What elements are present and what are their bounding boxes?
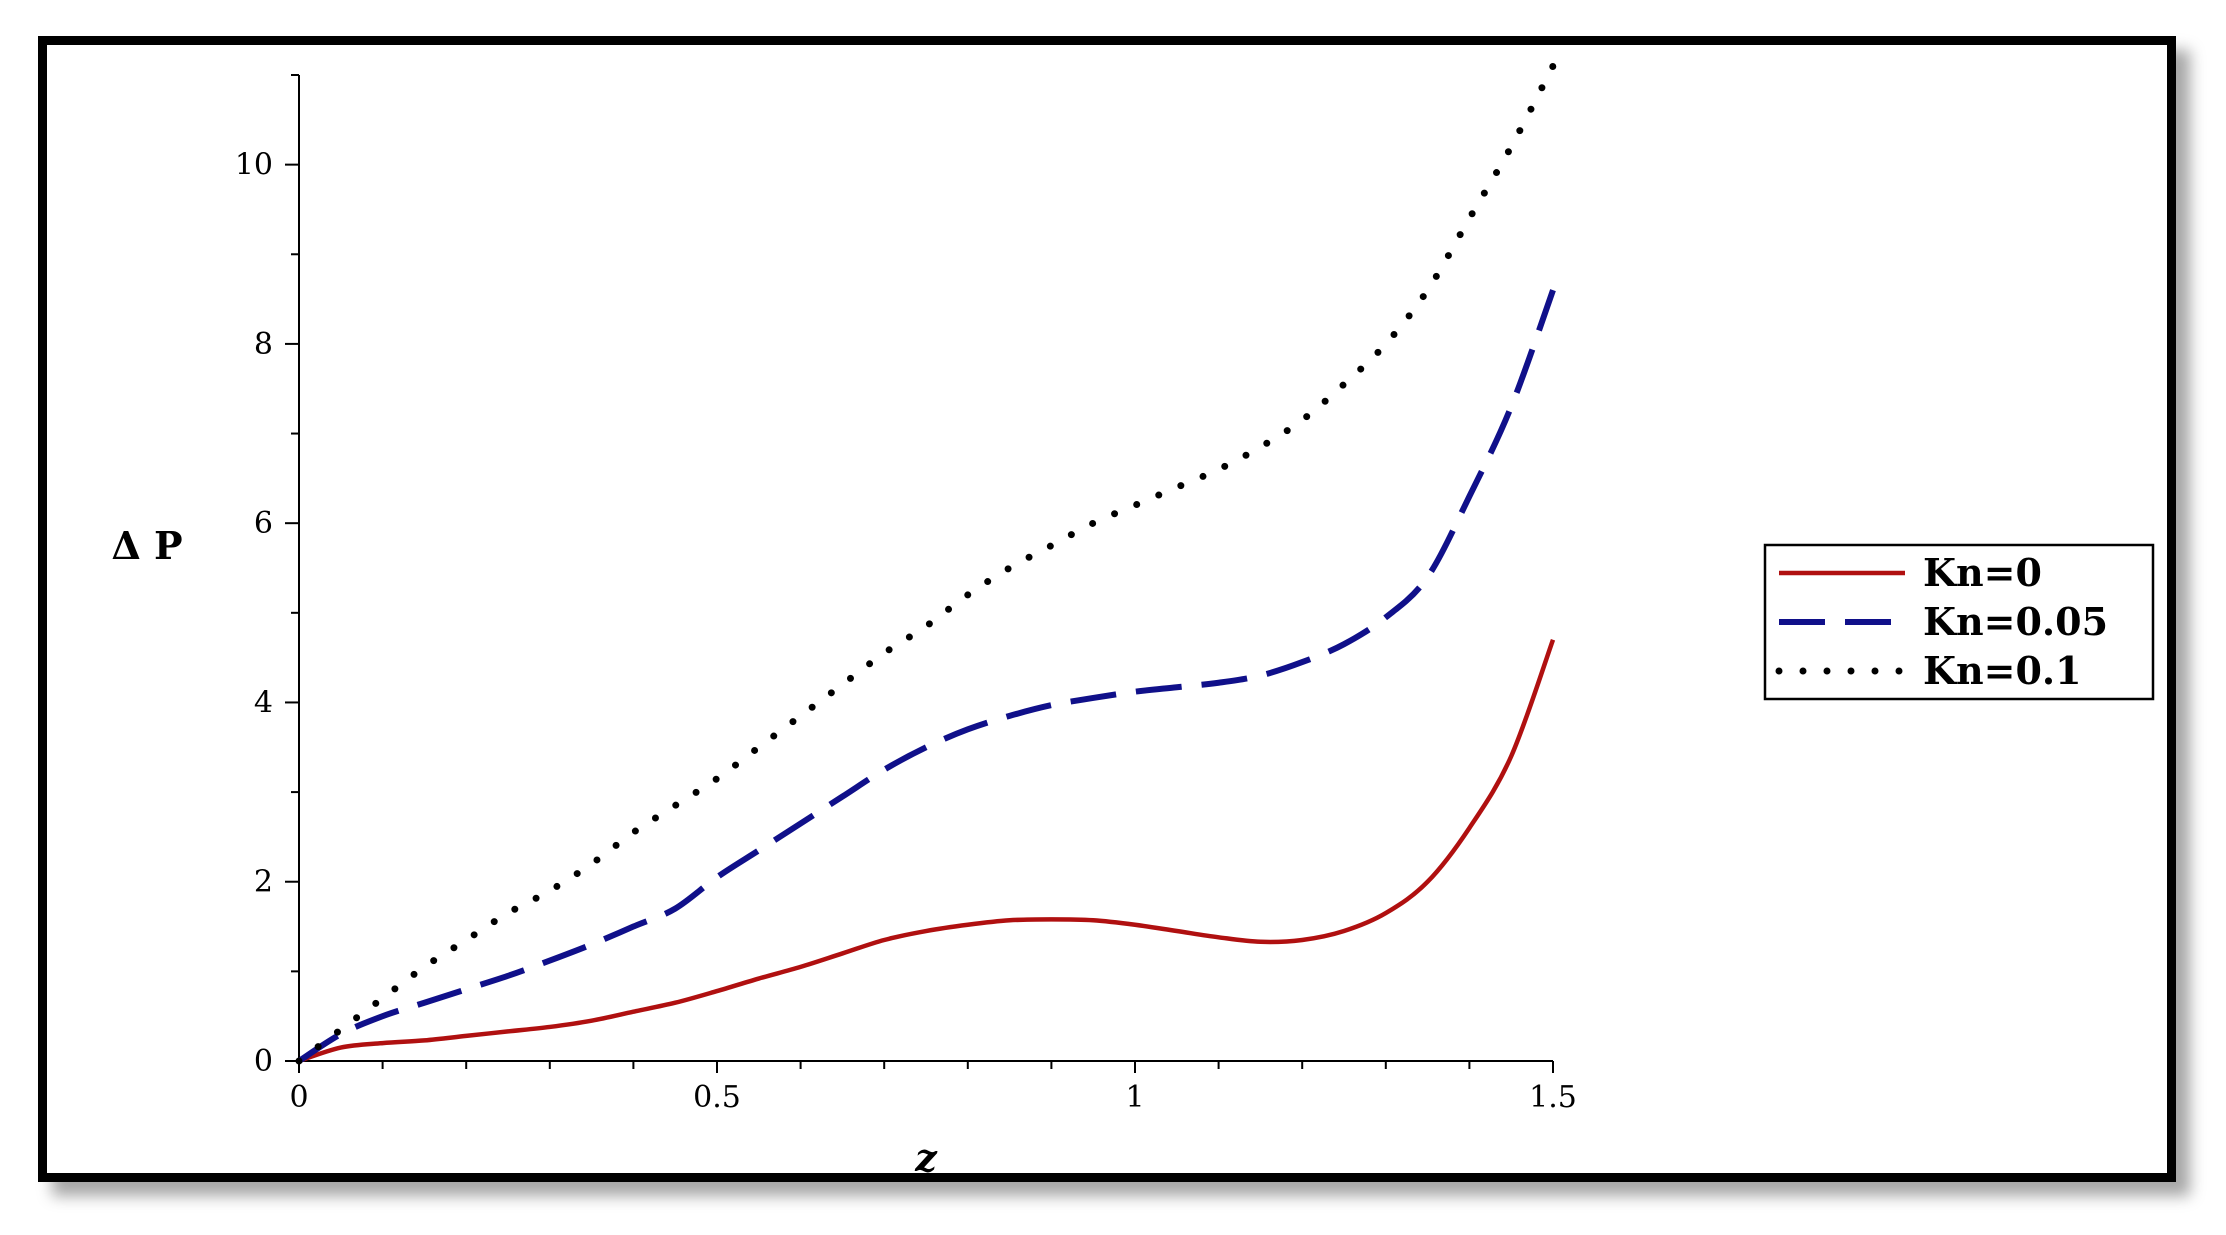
x-axis-title: z [914, 1135, 938, 1173]
y-axis-title: Δ P [111, 523, 182, 568]
y-tick-label: 10 [235, 148, 273, 183]
series-line-1 [298, 638, 1556, 1064]
axes [298, 75, 1553, 1062]
y-tick-label: 4 [254, 685, 273, 720]
x-tick-label: 0 [289, 1080, 308, 1115]
y-tick-label: 8 [254, 327, 273, 362]
legend-box [1763, 543, 2155, 701]
y-tick-label: 2 [254, 865, 273, 900]
x-tick-label: 1 [1125, 1080, 1144, 1115]
x-tick-label: 1.5 [1529, 1080, 1577, 1115]
series-layer [295, 62, 1557, 1065]
legend-label-2: Kn=0.05 [1923, 599, 2108, 644]
series-line-3 [295, 62, 1557, 1065]
legend-label-1: Kn=0 [1923, 550, 2042, 595]
y-tick-label: 0 [254, 1044, 273, 1079]
y-tick-label: 6 [254, 506, 273, 541]
x-tick-label: 0.5 [693, 1080, 741, 1115]
legend-label-3: Kn=0.1 [1923, 648, 2082, 693]
chart-frame: 0 0.5 1 1.5 0 2 4 6 8 10 z Δ P Kn=0 Kn=0.05 Kn=0.1 [38, 36, 2176, 1182]
axis-ticks: 0 0.5 1 1.5 0 2 4 6 8 10 [235, 74, 1577, 1115]
series-line-2 [297, 289, 1556, 1064]
